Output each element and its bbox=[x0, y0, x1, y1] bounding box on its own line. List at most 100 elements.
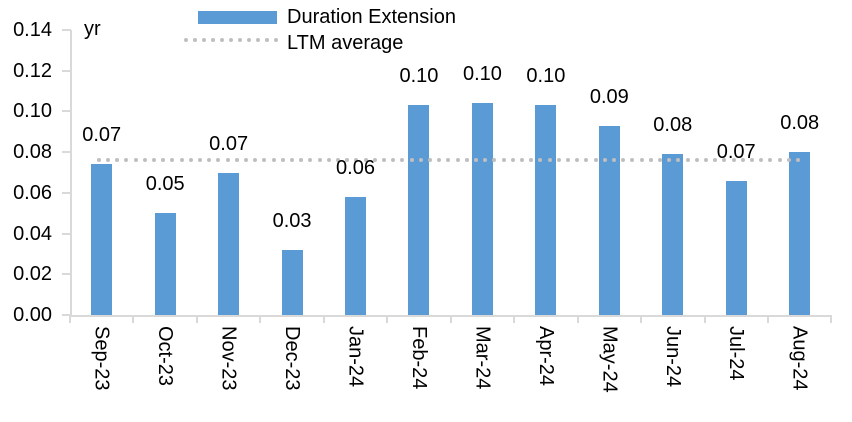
ltm-average-dot bbox=[584, 158, 589, 163]
ltm-average-dot bbox=[170, 158, 175, 163]
ltm-average-dot bbox=[492, 158, 497, 163]
ltm-average-dot bbox=[611, 158, 616, 163]
y-axis-tick bbox=[62, 273, 71, 276]
x-axis-tick bbox=[513, 315, 516, 323]
ltm-average-dot bbox=[234, 158, 239, 163]
ltm-average-dot bbox=[722, 158, 727, 163]
ltm-average-dot bbox=[694, 158, 699, 163]
ltm-average-dot bbox=[768, 158, 773, 163]
y-tick-label: 0.14 bbox=[13, 19, 52, 41]
ltm-average-dot bbox=[529, 158, 534, 163]
ltm-average-dot bbox=[418, 158, 423, 163]
ltm-average-dot bbox=[621, 158, 626, 163]
x-axis-tick bbox=[576, 315, 579, 323]
x-tick-label: Sep-23 bbox=[90, 326, 113, 391]
ltm-average-dot bbox=[483, 158, 488, 163]
bar-value-label: 0.05 bbox=[145, 173, 185, 196]
bar bbox=[281, 249, 303, 315]
legend-dot bbox=[274, 38, 278, 42]
ltm-average-dot bbox=[602, 158, 607, 163]
bar-value-label: 0.08 bbox=[780, 112, 820, 135]
legend-dotted-line-swatch bbox=[184, 33, 279, 47]
ltm-average-dot bbox=[151, 158, 156, 163]
bar bbox=[91, 164, 113, 315]
ltm-average-dot bbox=[538, 158, 543, 163]
x-axis-tick bbox=[703, 315, 706, 323]
x-axis-tick bbox=[259, 315, 262, 323]
x-tick-label: Aug-24 bbox=[788, 326, 811, 391]
ltm-average-dot bbox=[253, 158, 258, 163]
ltm-average-dot bbox=[133, 158, 138, 163]
ltm-average-dot bbox=[795, 158, 800, 163]
legend-dot bbox=[211, 38, 215, 42]
bar-value-label: 0.07 bbox=[209, 132, 249, 155]
ltm-average-dot bbox=[142, 158, 147, 163]
x-axis-tick bbox=[132, 315, 135, 323]
ltm-average-dot bbox=[648, 158, 653, 163]
legend-dot bbox=[202, 38, 206, 42]
y-axis-tick bbox=[62, 191, 71, 194]
y-tick-label: 0.04 bbox=[13, 222, 52, 245]
x-tick-label: Jan-24 bbox=[344, 326, 367, 388]
ltm-average-dot bbox=[225, 158, 230, 163]
ltm-average-dot bbox=[243, 158, 248, 163]
x-axis-tick bbox=[322, 315, 325, 323]
ltm-average-dot bbox=[197, 158, 202, 163]
ltm-average-dot bbox=[409, 158, 414, 163]
ltm-average-dot bbox=[391, 158, 396, 163]
bar bbox=[662, 154, 684, 315]
ltm-average-dot bbox=[262, 158, 267, 163]
x-tick-label: Dec-23 bbox=[281, 326, 304, 391]
y-axis-unit-label: yr bbox=[84, 18, 101, 40]
ltm-average-dot bbox=[713, 158, 718, 163]
ltm-average-dot bbox=[759, 158, 764, 163]
y-axis-tick bbox=[62, 29, 71, 31]
ltm-average-dot bbox=[179, 158, 184, 163]
y-tick-label: 0.06 bbox=[13, 181, 52, 204]
bar-value-label: 0.10 bbox=[399, 65, 439, 88]
ltm-average-dot bbox=[96, 158, 101, 163]
x-tick-label: Jul-24 bbox=[725, 326, 748, 381]
ltm-average-dot bbox=[547, 158, 552, 163]
ltm-average-dot bbox=[216, 158, 221, 163]
ltm-average-dot bbox=[575, 158, 580, 163]
bar-value-label: 0.10 bbox=[526, 65, 566, 88]
ltm-average-dot bbox=[188, 158, 193, 163]
x-tick-label: Apr-24 bbox=[534, 326, 557, 387]
y-axis-tick bbox=[62, 232, 71, 235]
legend-dot bbox=[238, 38, 242, 42]
bar bbox=[598, 125, 620, 315]
bar bbox=[345, 196, 367, 315]
bar-value-label: 0.07 bbox=[716, 140, 756, 163]
x-axis-tick bbox=[69, 315, 71, 323]
ltm-average-dot bbox=[317, 158, 322, 163]
x-tick-label: Jun-24 bbox=[661, 326, 684, 388]
x-tick-label: Nov-23 bbox=[217, 326, 240, 391]
ltm-average-dot bbox=[400, 158, 405, 163]
x-tick-label: Oct-23 bbox=[154, 326, 177, 387]
x-tick-label: Feb-24 bbox=[407, 326, 430, 390]
ltm-average-dot bbox=[703, 158, 708, 163]
y-tick-label: 0.08 bbox=[13, 141, 52, 164]
ltm-average-dot bbox=[161, 158, 166, 163]
ltm-average-dot bbox=[777, 158, 782, 163]
x-axis-tick bbox=[386, 315, 389, 323]
bar bbox=[535, 105, 557, 315]
bar-value-label: 0.10 bbox=[462, 63, 502, 86]
bar bbox=[725, 180, 747, 315]
bar-value-label: 0.08 bbox=[653, 114, 693, 137]
ltm-average-dot bbox=[556, 158, 561, 163]
ltm-average-dot bbox=[437, 158, 442, 163]
y-tick-label: 0.12 bbox=[13, 59, 52, 82]
x-tick-label: May-24 bbox=[598, 326, 621, 393]
ltm-average-dot bbox=[455, 158, 460, 163]
bar bbox=[789, 152, 811, 315]
ltm-average-dot bbox=[345, 158, 350, 163]
ltm-average-dot bbox=[657, 158, 662, 163]
ltm-average-dot bbox=[473, 158, 478, 163]
ltm-average-dot bbox=[299, 158, 304, 163]
bar bbox=[218, 172, 240, 315]
x-axis-tick bbox=[766, 315, 769, 323]
y-tick-label: 0.00 bbox=[13, 304, 52, 326]
legend-dot bbox=[256, 38, 260, 42]
